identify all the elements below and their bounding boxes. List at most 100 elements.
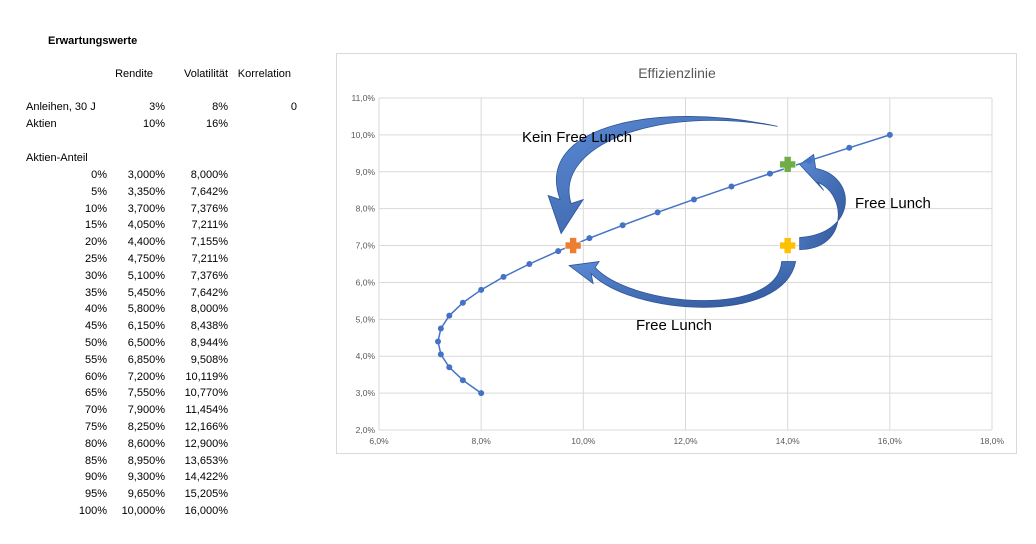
share-cell: 85% bbox=[84, 455, 107, 467]
share-cell: 65% bbox=[84, 387, 107, 399]
share-cell: 0% bbox=[91, 169, 107, 181]
y-tick-label: 2,0% bbox=[356, 425, 376, 435]
volatilitaet-cell: 16,000% bbox=[184, 505, 228, 517]
rendite-cell: 9,650% bbox=[127, 488, 165, 500]
arrow-free-lunch-right bbox=[799, 153, 846, 250]
col-header-volatilitaet: Volatilität bbox=[183, 68, 228, 80]
frontier-point bbox=[437, 325, 444, 332]
y-tick-label: 7,0% bbox=[356, 241, 376, 251]
volatilitaet-cell: 10,770% bbox=[184, 387, 228, 399]
share-cell: 90% bbox=[84, 471, 107, 483]
table-heading: Erwartungswerte bbox=[48, 35, 138, 47]
y-tick-label: 9,0% bbox=[356, 167, 376, 177]
volatilitaet-cell: 7,211% bbox=[191, 253, 229, 265]
frontier-point bbox=[766, 170, 773, 177]
share-cell: 25% bbox=[84, 253, 107, 265]
volatilitaet-cell: 8,000% bbox=[190, 303, 228, 315]
rendite-cell: 3,700% bbox=[127, 203, 165, 215]
share-cell: 15% bbox=[84, 219, 107, 231]
share-cell: 10% bbox=[84, 203, 107, 215]
frontier-point bbox=[478, 390, 485, 397]
series-frontier bbox=[435, 131, 893, 397]
y-tick-label: 11,0% bbox=[352, 93, 376, 103]
volatilitaet-cell: 8,944% bbox=[190, 337, 228, 349]
rendite-cell: 8,950% bbox=[127, 455, 165, 467]
rendite-cell: 6,150% bbox=[127, 320, 165, 332]
volatilitaet-cell: 12,166% bbox=[184, 421, 228, 433]
highlight-marker bbox=[564, 237, 582, 254]
y-tick-label: 10,0% bbox=[351, 130, 376, 140]
share-cell: 100% bbox=[78, 505, 107, 517]
rendite-cell: 9,300% bbox=[127, 471, 165, 483]
asset-rendite-anleihen: 3% bbox=[149, 101, 165, 113]
frontier-point bbox=[619, 222, 626, 229]
axis-ticks: 2,0% 3,0% 4,0% 5,0% 6,0% 7,0% 8,0% 9,0% 10,0% 11,… bbox=[351, 93, 1005, 446]
rendite-cell: 7,550% bbox=[127, 387, 165, 399]
frontier-point bbox=[437, 351, 444, 358]
share-cell: 75% bbox=[84, 421, 107, 433]
frontier-point bbox=[526, 261, 533, 267]
frontier-point bbox=[500, 273, 507, 280]
volatilitaet-cell: 12,900% bbox=[184, 438, 228, 450]
volatilitaet-cell: 7,376% bbox=[190, 270, 228, 282]
share-cell: 5% bbox=[91, 186, 107, 198]
volatilitaet-cell: 7,642% bbox=[190, 287, 228, 299]
x-tick-label: 12,0% bbox=[673, 436, 698, 446]
chart-area: Effizienzlinie 2,0% 3,0% 4,0% 5,0% 6,0% 7,0% 8… bbox=[336, 53, 1017, 454]
volatilitaet-cell: 10,119% bbox=[185, 371, 228, 383]
frontier-point bbox=[806, 157, 813, 164]
share-cell: 95% bbox=[84, 488, 107, 500]
frontier-point bbox=[446, 312, 453, 319]
x-tick-label: 6,0% bbox=[369, 436, 389, 446]
share-cell: 45% bbox=[84, 320, 107, 332]
highlight-marker bbox=[779, 237, 796, 254]
x-tick-label: 8,0% bbox=[471, 436, 491, 446]
frontier-point bbox=[690, 196, 697, 203]
rendite-cell: 6,850% bbox=[127, 354, 165, 366]
frontier-point bbox=[459, 377, 466, 384]
rendite-cell: 3,000% bbox=[127, 169, 165, 181]
frontier-point bbox=[435, 338, 442, 345]
x-tick-label: 14,0% bbox=[776, 436, 801, 446]
share-cell: 30% bbox=[84, 270, 107, 282]
efficiency-chart: Effizienzlinie 2,0% 3,0% 4,0% 5,0% 6,0% 7,0% 8… bbox=[351, 65, 1005, 446]
annotation-free-lunch-right: Free Lunch bbox=[855, 195, 931, 212]
share-cell: 35% bbox=[84, 287, 107, 299]
col-header-rendite: Rendite bbox=[115, 68, 153, 80]
y-tick-label: 6,0% bbox=[356, 277, 376, 287]
x-tick-label: 16,0% bbox=[878, 436, 903, 446]
asset-name-aktien: Aktien bbox=[26, 118, 57, 130]
frontier-point bbox=[586, 235, 593, 242]
y-tick-label: 8,0% bbox=[356, 204, 376, 214]
asset-vol-anleihen: 8% bbox=[212, 101, 228, 113]
rendite-cell: 10,000% bbox=[121, 505, 165, 517]
asset-rendite-aktien: 10% bbox=[142, 118, 165, 130]
rendite-cell: 4,750% bbox=[127, 253, 165, 265]
frontier-point bbox=[654, 209, 661, 216]
frontier-point bbox=[846, 144, 853, 151]
volatilitaet-cell: 9,508% bbox=[190, 354, 228, 366]
x-tick-label: 18,0% bbox=[980, 436, 1005, 446]
arrows bbox=[547, 116, 846, 308]
y-tick-label: 3,0% bbox=[356, 388, 376, 398]
x-tick-label: 10,0% bbox=[571, 436, 596, 446]
volatilitaet-cell: 7,642% bbox=[190, 186, 228, 198]
volatilitaet-cell: 7,211% bbox=[191, 219, 229, 231]
share-cell: 70% bbox=[84, 404, 107, 416]
volatilitaet-cell: 7,155% bbox=[190, 236, 228, 248]
frontier-point bbox=[886, 131, 893, 138]
rendite-cell: 5,800% bbox=[127, 303, 165, 315]
frontier-point bbox=[459, 299, 466, 306]
volatilitaet-cell: 11,454% bbox=[185, 404, 228, 416]
volatilitaet-cell: 15,205% bbox=[184, 488, 228, 500]
rendite-cell: 4,050% bbox=[127, 219, 165, 231]
share-cell: 55% bbox=[84, 354, 107, 366]
frontier-point bbox=[446, 364, 453, 371]
rendite-cell: 6,500% bbox=[127, 337, 165, 349]
asset-korr-anleihen: 0 bbox=[290, 101, 297, 113]
rendite-cell: 8,600% bbox=[127, 438, 165, 450]
asset-name-anleihen: Anleihen, 30 J bbox=[26, 101, 96, 113]
annotation-kein-free-lunch: Kein Free Lunch bbox=[522, 129, 632, 146]
y-tick-label: 5,0% bbox=[356, 314, 376, 324]
arrow-kein-free-lunch bbox=[547, 116, 778, 235]
